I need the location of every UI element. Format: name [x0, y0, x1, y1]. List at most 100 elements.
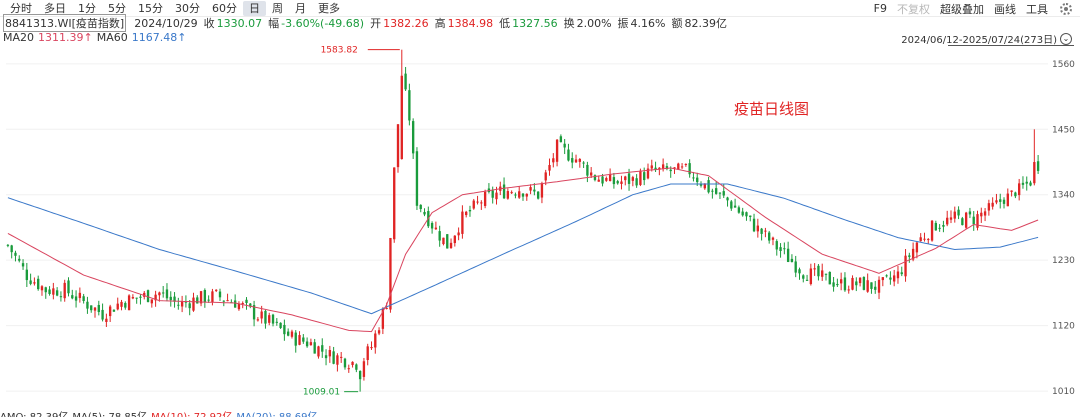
candle-body	[881, 277, 884, 281]
period-tab-0[interactable]: 分时	[10, 1, 32, 15]
candlestick-chart[interactable]: 1010 1120 1230 1340 1450 1560 1583.82 1009.01 疫苗…	[0, 46, 1080, 408]
date-range-selector[interactable]: 2024/06/12-2025/07/24(273日) ⌄	[901, 31, 1072, 46]
period-tab-4[interactable]: 15分	[138, 1, 163, 15]
candle-body	[586, 164, 589, 176]
settings-icon[interactable]	[1060, 2, 1072, 15]
period-tab-1[interactable]: 多日	[44, 1, 66, 15]
low-value: 1327.56	[512, 16, 558, 30]
draw-line-button[interactable]: 画线	[994, 2, 1016, 16]
period-tab-9[interactable]: 月	[295, 1, 306, 15]
candle-body	[521, 193, 525, 197]
super-overlay-button[interactable]: 超级叠加	[940, 2, 984, 16]
open-value: 1382.26	[383, 16, 429, 30]
candle-body	[55, 290, 59, 296]
candle-body	[150, 299, 153, 304]
candle-body	[964, 212, 968, 228]
candle-body	[684, 163, 688, 165]
candle-body	[290, 331, 294, 337]
candle-body	[430, 223, 434, 229]
candle-body	[298, 335, 301, 345]
turnover-value: 2.00%	[576, 16, 612, 30]
candle-body	[938, 227, 941, 229]
period-tab-7[interactable]: 日	[243, 0, 266, 16]
candle-body	[582, 162, 585, 164]
no-adjust-button[interactable]: 不复权	[897, 2, 930, 16]
candle-body	[957, 209, 960, 216]
candle-body	[999, 199, 1002, 202]
candle-body	[1006, 193, 1009, 207]
period-tab-2[interactable]: 1分	[78, 1, 96, 15]
tool-group: F9 不复权 超级叠加 画线 工具	[864, 0, 1072, 17]
candle-body	[567, 149, 570, 161]
candle-body	[483, 191, 487, 206]
period-tab-10[interactable]: 更多	[318, 1, 340, 15]
candle-body	[858, 277, 862, 284]
candle-body	[870, 282, 873, 289]
candle-body	[442, 237, 445, 245]
candle-body	[794, 261, 797, 273]
candle-body	[730, 201, 733, 209]
candle-body	[480, 202, 483, 204]
candle-body	[813, 268, 816, 270]
ma60-label: MA60	[96, 30, 128, 44]
chevron-down-icon[interactable]: ⌄	[1060, 32, 1072, 45]
candle-body	[987, 203, 991, 211]
candle-body	[389, 237, 392, 310]
candle-body	[680, 166, 684, 168]
candle-body	[78, 292, 82, 299]
candle-body	[809, 268, 813, 285]
candle-body	[366, 346, 369, 361]
y-tick-label: 1450	[1052, 125, 1075, 135]
candle-body	[465, 211, 468, 216]
candle-body	[21, 263, 25, 267]
candle-body	[59, 296, 63, 298]
candle-body	[127, 295, 131, 311]
candle-body	[654, 167, 657, 170]
f9-button[interactable]: F9	[873, 2, 887, 15]
candle-body	[703, 183, 706, 189]
candle-body	[286, 331, 290, 336]
amo-value: AMO: 82.39亿	[0, 408, 68, 417]
candle-body	[821, 270, 824, 277]
candle-body	[934, 222, 938, 231]
candle-body	[449, 242, 453, 249]
candle-body	[699, 183, 703, 186]
candle-body	[340, 356, 343, 358]
security-name[interactable]: 8841313.WI[疫苗指数]	[3, 14, 127, 32]
candle-body	[207, 299, 210, 301]
candle-body	[63, 282, 66, 299]
candle-body	[381, 308, 385, 329]
low-label: 低	[499, 17, 511, 30]
candle-body	[548, 165, 551, 171]
candle-body	[855, 281, 858, 286]
candle-body	[237, 303, 241, 310]
candle-body	[930, 220, 934, 241]
high-value: 1384.98	[447, 16, 494, 30]
candle-body	[241, 302, 244, 304]
candle-body	[305, 341, 309, 347]
candle-body	[1036, 161, 1040, 171]
candle-body	[919, 237, 922, 242]
candle-body	[673, 167, 676, 169]
candle-body	[752, 218, 756, 232]
candle-body	[590, 172, 593, 176]
candle-body	[222, 300, 225, 302]
candle-body	[67, 280, 70, 294]
ma20-value: 1311.39↑	[38, 30, 93, 44]
candle-body	[10, 245, 13, 253]
candle-body	[101, 309, 104, 320]
period-tab-5[interactable]: 30分	[175, 1, 200, 15]
tools-button[interactable]: 工具	[1026, 2, 1048, 16]
candle-body	[249, 303, 252, 307]
period-tab-6[interactable]: 60分	[212, 1, 237, 15]
candle-body	[768, 232, 771, 241]
candle-body	[279, 322, 282, 328]
candle-body	[631, 177, 635, 181]
period-tab-8[interactable]: 周	[272, 1, 283, 15]
candle-body	[256, 319, 260, 321]
candle-body	[976, 214, 979, 228]
quote-date: 2024/10/29	[134, 16, 198, 30]
range-underline	[948, 45, 1074, 46]
period-tab-3[interactable]: 5分	[108, 1, 126, 15]
candle-body	[707, 180, 710, 193]
